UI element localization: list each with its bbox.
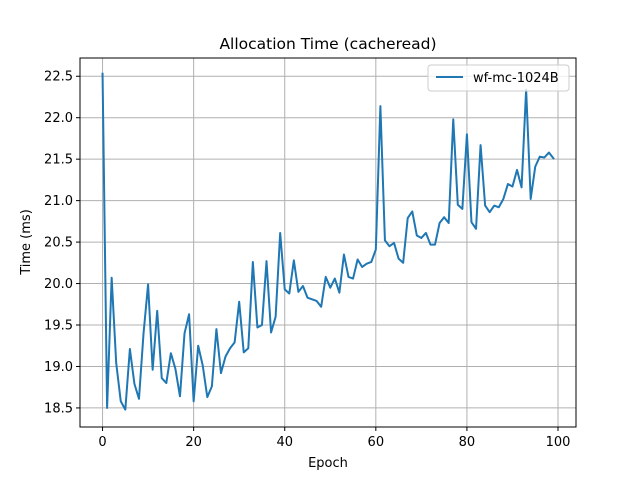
- y-tick-label: 21.5: [44, 153, 73, 168]
- chart-title: Allocation Time (cacheread): [219, 35, 436, 53]
- x-tick-label: 20: [185, 435, 202, 450]
- legend: wf-mc-1024B: [427, 64, 570, 92]
- x-tick-label: 100: [546, 435, 571, 450]
- grid-lines: [80, 58, 576, 427]
- y-tick-label: 22.0: [44, 111, 73, 126]
- y-tick-label: 21.0: [44, 194, 73, 209]
- y-tick-label: 19.0: [44, 360, 73, 375]
- tick-labels: 0 20 40 60 80 100 18.5 19.0 19.5 20.0 20.5 21.0 21.5…: [44, 70, 570, 450]
- legend-label: wf-mc-1024B: [473, 71, 559, 86]
- y-tick-label: 18.5: [44, 401, 73, 416]
- x-tick-label: 40: [276, 435, 293, 450]
- axis-ticks: [76, 75, 559, 431]
- y-tick-label: 20.0: [44, 277, 73, 292]
- series-line: [101, 72, 555, 411]
- x-tick-label: 80: [459, 435, 476, 450]
- plot-frame: [79, 57, 577, 428]
- y-axis-label: Time (ms): [19, 209, 34, 276]
- x-tick-label: 60: [368, 435, 385, 450]
- x-tick-label: 0: [98, 435, 106, 450]
- x-axis-label: Epoch: [308, 456, 348, 471]
- series-layer: [101, 72, 555, 411]
- y-tick-label: 20.5: [44, 236, 73, 251]
- legend-box: [427, 64, 570, 92]
- y-tick-label: 22.5: [44, 70, 73, 85]
- y-tick-label: 19.5: [44, 319, 73, 334]
